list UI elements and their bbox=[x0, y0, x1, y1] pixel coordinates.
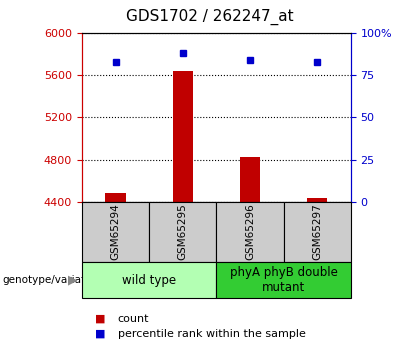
Text: GDS1702 / 262247_at: GDS1702 / 262247_at bbox=[126, 9, 294, 25]
Text: GSM65296: GSM65296 bbox=[245, 204, 255, 260]
Bar bbox=[240, 157, 260, 202]
Text: wild type: wild type bbox=[122, 274, 176, 287]
Text: ■: ■ bbox=[94, 329, 105, 338]
Bar bbox=[307, 198, 327, 202]
Text: GSM65295: GSM65295 bbox=[178, 204, 188, 260]
Text: GSM65297: GSM65297 bbox=[312, 204, 322, 260]
Text: phyA phyB double
mutant: phyA phyB double mutant bbox=[230, 266, 337, 294]
Text: genotype/variation: genotype/variation bbox=[2, 275, 101, 285]
Text: GSM65294: GSM65294 bbox=[110, 204, 121, 260]
Text: percentile rank within the sample: percentile rank within the sample bbox=[118, 329, 305, 338]
Bar bbox=[105, 193, 126, 202]
Text: count: count bbox=[118, 314, 149, 324]
Text: ▶: ▶ bbox=[68, 274, 78, 287]
Text: ■: ■ bbox=[94, 314, 105, 324]
Bar bbox=[173, 71, 193, 202]
